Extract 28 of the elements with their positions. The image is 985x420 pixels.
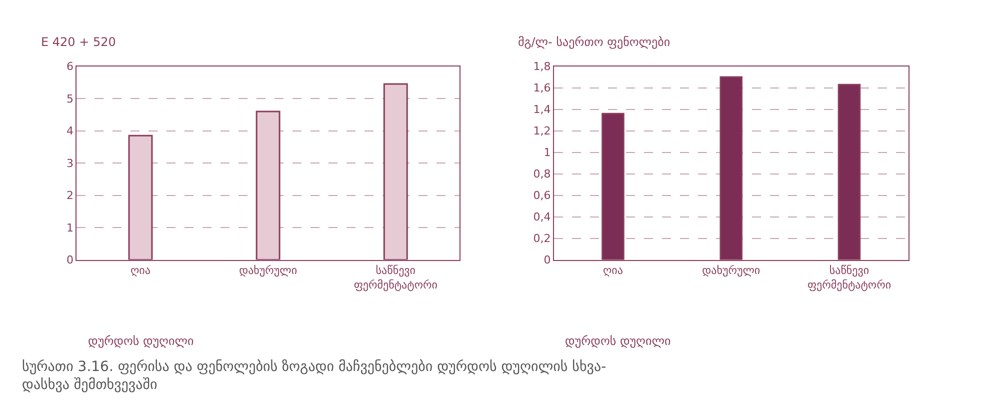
x-axis-title: დურდოს დუღილი bbox=[88, 334, 194, 348]
x-tick-label: საწნევი ფერმენტატორი bbox=[354, 264, 438, 292]
y-tick-label: 2 bbox=[66, 189, 74, 202]
x-tick-label: საწნევი ფერმენტატორი bbox=[807, 264, 892, 292]
y-tick-label: 0,4 bbox=[533, 210, 551, 224]
y-tick-label: 0 bbox=[544, 254, 551, 267]
x-tick-label: ღია bbox=[603, 264, 624, 278]
y-tick-label: 1 bbox=[544, 146, 551, 160]
y-tick-label: 1,8 bbox=[533, 60, 551, 74]
y-tick-label: 1,4 bbox=[533, 103, 551, 116]
y-tick-label: 1,6 bbox=[533, 82, 551, 95]
y-tick-label: 1 bbox=[66, 221, 74, 234]
y-axis-title: მგ/ლ- საერთო ფენოლები bbox=[518, 35, 670, 49]
x-axis-title: დურდოს დუღილი bbox=[565, 334, 671, 348]
y-tick-label: 4 bbox=[66, 124, 74, 138]
y-tick-label: 0,6 bbox=[533, 189, 551, 202]
y-tick-label: 5 bbox=[66, 92, 74, 106]
y-tick-label: 0,8 bbox=[533, 168, 551, 181]
text: სურათი 3.16. ფერისა და ფენოლების ზოგადი მაჩვენებლები დურდოს დუღილის სხვა- დასხვა შემთხვევაში bbox=[22, 359, 606, 394]
y-tick-label: 1,2 bbox=[533, 124, 551, 138]
y-tick-label: 0 bbox=[66, 254, 74, 267]
y-tick-label: 0,2 bbox=[533, 232, 551, 246]
y-tick-label: 3 bbox=[66, 156, 74, 170]
x-tick-label: ღია bbox=[130, 264, 151, 278]
y-axis-title: E 420 + 520 bbox=[41, 35, 116, 49]
x-tick-label: დახურული bbox=[239, 264, 298, 278]
x-tick-label: დახურული bbox=[702, 264, 760, 278]
y-tick-label: 6 bbox=[66, 60, 74, 74]
